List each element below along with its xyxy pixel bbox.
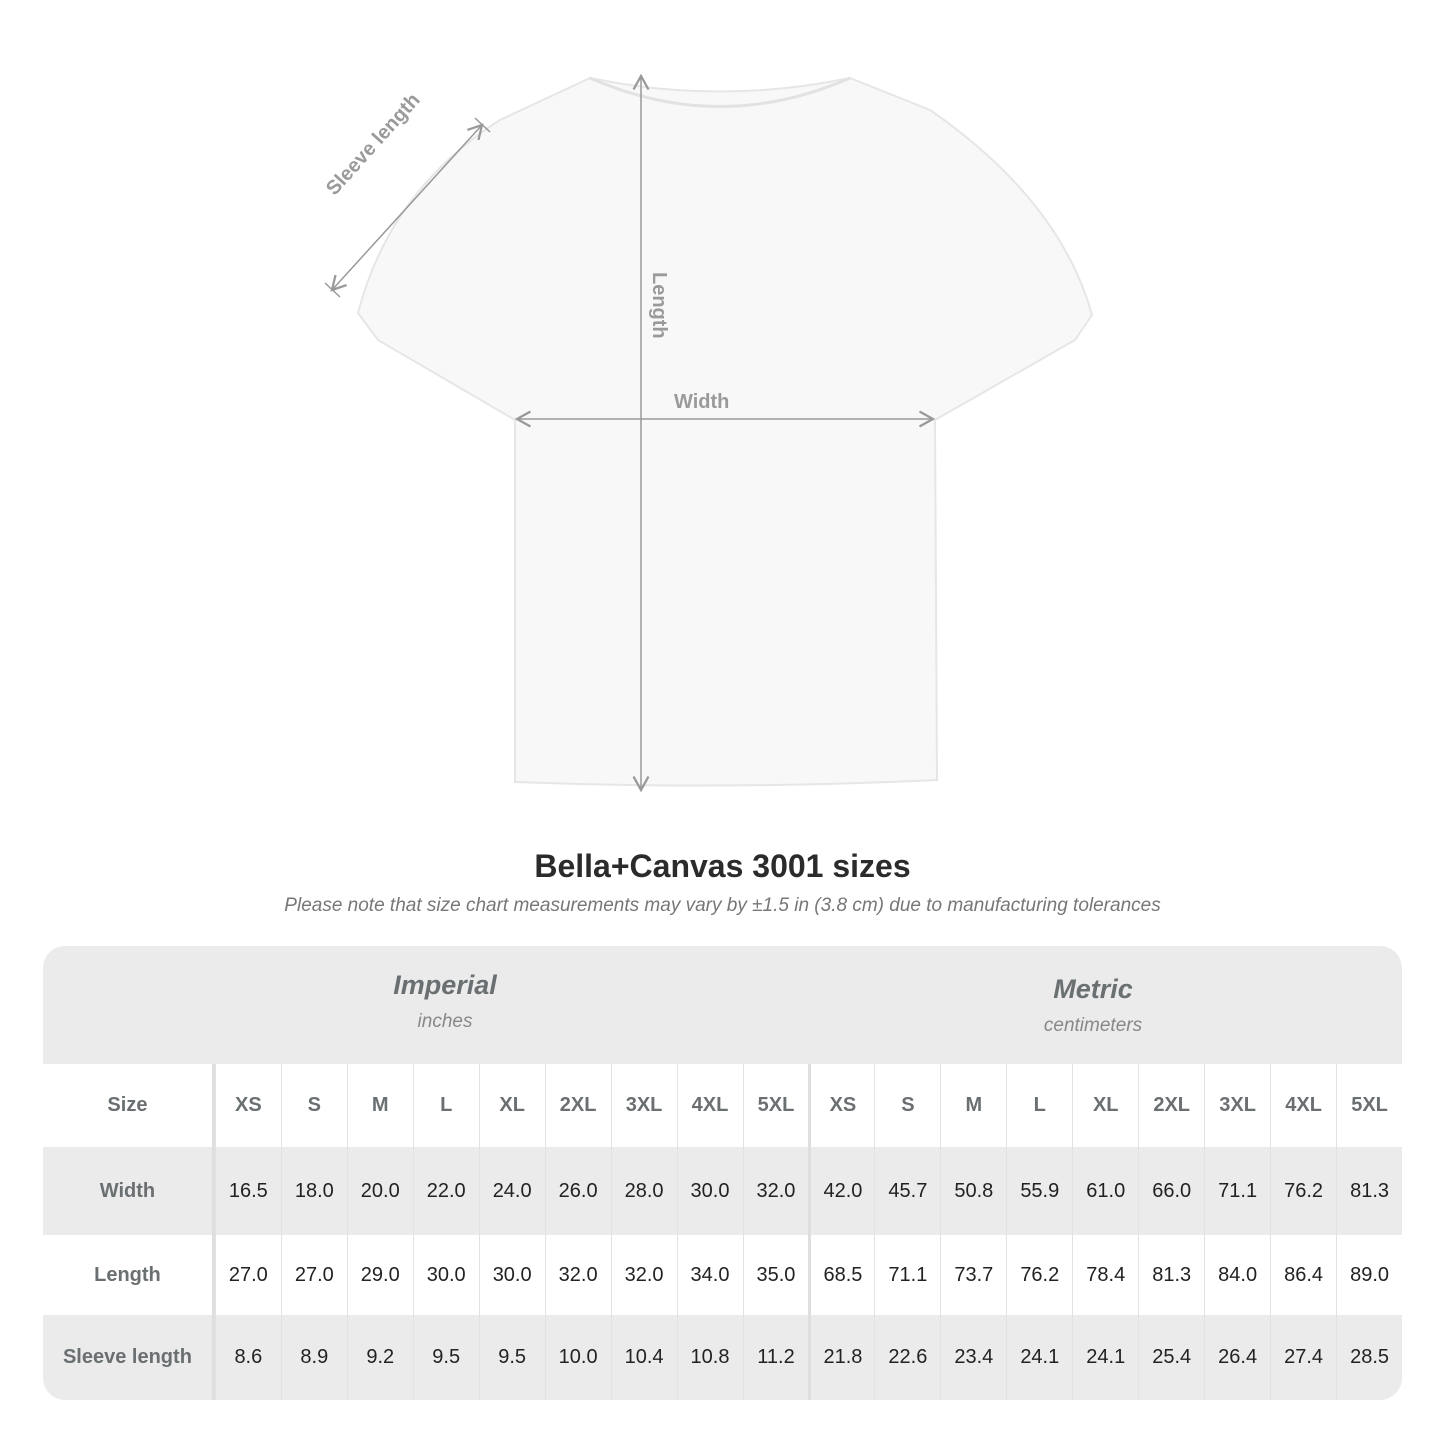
table-row: Width 16.5 18.0 20.0 22.0 24.0 26.0 28.0 30.0 32.… bbox=[43, 1147, 1402, 1235]
imperial-value-cell: 26.0 bbox=[544, 1147, 611, 1235]
metric-value-cell: 71.1 bbox=[874, 1235, 940, 1315]
imperial-size-header: 3XL bbox=[610, 1064, 677, 1147]
tshirt-shape bbox=[356, 76, 1094, 787]
metric-value-cell: 61.0 bbox=[1072, 1147, 1138, 1235]
imperial-value-cell: 34.0 bbox=[676, 1235, 743, 1315]
table-row: Sleeve length 8.6 8.9 9.2 9.5 9.5 10.0 10.4 10.8… bbox=[43, 1315, 1402, 1400]
imperial-value-cell: 32.0 bbox=[544, 1235, 611, 1315]
imperial-size-header: L bbox=[412, 1064, 479, 1147]
metric-size-header: S bbox=[874, 1064, 940, 1147]
row-label: Sleeve length bbox=[43, 1315, 215, 1400]
imperial-value-cell: 20.0 bbox=[346, 1147, 413, 1235]
page-title: Bella+Canvas 3001 sizes bbox=[534, 848, 911, 884]
metric-value-cell: 25.4 bbox=[1138, 1315, 1204, 1400]
metric-value-cell: 26.4 bbox=[1204, 1315, 1270, 1400]
metric-value-cell: 50.8 bbox=[940, 1147, 1006, 1235]
imperial-size-header: XS bbox=[214, 1064, 281, 1147]
imperial-value-cell: 18.0 bbox=[280, 1147, 347, 1235]
imperial-size-header: 5XL bbox=[742, 1064, 809, 1147]
metric-size-header: 2XL bbox=[1138, 1064, 1204, 1147]
size-header-row: Size XS S M L XL 2XL 3XL 4XL 5XL XS S M L XL 2XL 3XL 4XL 5… bbox=[43, 1064, 1402, 1147]
size-table: Imperial inches Metric centimeters Size X… bbox=[43, 946, 1402, 1400]
imperial-value-cell: 30.0 bbox=[412, 1235, 479, 1315]
imperial-size-header: 2XL bbox=[544, 1064, 611, 1147]
imperial-value-cell: 30.0 bbox=[676, 1147, 743, 1235]
imperial-value-cell: 8.9 bbox=[280, 1315, 347, 1400]
imperial-value-cell: 10.0 bbox=[544, 1315, 611, 1400]
metric-value-cell: 76.2 bbox=[1270, 1147, 1336, 1235]
imperial-unit: inches bbox=[417, 1011, 473, 1032]
imperial-value-cell: 29.0 bbox=[346, 1235, 413, 1315]
imperial-value-cell: 9.5 bbox=[478, 1315, 545, 1400]
metric-value-cell: 42.0 bbox=[808, 1147, 874, 1235]
tshirt-illustration bbox=[324, 73, 1094, 793]
length-label: Length bbox=[648, 272, 670, 339]
metric-value-cell: 86.4 bbox=[1270, 1235, 1336, 1315]
imperial-value-cell: 35.0 bbox=[742, 1235, 809, 1315]
imperial-value-cell: 22.0 bbox=[412, 1147, 479, 1235]
metric-size-header: M bbox=[940, 1064, 1006, 1147]
metric-value-cell: 81.3 bbox=[1336, 1147, 1402, 1235]
metric-size-header: XS bbox=[808, 1064, 874, 1147]
imperial-value-cell: 32.0 bbox=[742, 1147, 809, 1235]
imperial-size-header: S bbox=[280, 1064, 347, 1147]
metric-value-cell: 55.9 bbox=[1006, 1147, 1072, 1235]
imperial-value-cell: 9.2 bbox=[346, 1315, 413, 1400]
imperial-size-header: 4XL bbox=[676, 1064, 743, 1147]
imperial-value-cell: 30.0 bbox=[478, 1235, 545, 1315]
metric-size-header: 4XL bbox=[1270, 1064, 1336, 1147]
metric-value-cell: 81.3 bbox=[1138, 1235, 1204, 1315]
metric-value-cell: 71.1 bbox=[1204, 1147, 1270, 1235]
metric-unit: centimeters bbox=[1043, 1015, 1143, 1036]
metric-value-cell: 66.0 bbox=[1138, 1147, 1204, 1235]
imperial-value-cell: 27.0 bbox=[214, 1235, 281, 1315]
metric-size-header: L bbox=[1006, 1064, 1072, 1147]
metric-size-header: 5XL bbox=[1336, 1064, 1402, 1147]
metric-size-header: 3XL bbox=[1204, 1064, 1270, 1147]
metric-value-cell: 89.0 bbox=[1336, 1235, 1402, 1315]
width-label: Width bbox=[674, 391, 730, 413]
imperial-value-cell: 27.0 bbox=[280, 1235, 347, 1315]
imperial-value-cell: 11.2 bbox=[742, 1315, 809, 1400]
metric-header: Metric centimeters bbox=[863, 974, 1323, 1092]
metric-value-cell: 27.4 bbox=[1270, 1315, 1336, 1400]
imperial-value-cell: 32.0 bbox=[610, 1235, 677, 1315]
imperial-value-cell: 10.8 bbox=[676, 1315, 743, 1400]
metric-value-cell: 73.7 bbox=[940, 1235, 1006, 1315]
imperial-value-cell: 8.6 bbox=[214, 1315, 281, 1400]
imperial-size-header: XL bbox=[478, 1064, 545, 1147]
metric-value-cell: 24.1 bbox=[1072, 1315, 1138, 1400]
metric-value-cell: 68.5 bbox=[808, 1235, 874, 1315]
row-label: Width bbox=[43, 1147, 215, 1235]
metric-value-cell: 78.4 bbox=[1072, 1235, 1138, 1315]
metric-value-cell: 76.2 bbox=[1006, 1235, 1072, 1315]
metric-value-cell: 23.4 bbox=[940, 1315, 1006, 1400]
table-row: Length 27.0 27.0 29.0 30.0 30.0 32.0 32.0 34.0 35… bbox=[43, 1235, 1402, 1315]
row-label: Length bbox=[43, 1235, 215, 1315]
imperial-title: Imperial bbox=[393, 970, 497, 1000]
metric-title: Metric bbox=[1053, 974, 1133, 1004]
metric-value-cell: 84.0 bbox=[1204, 1235, 1270, 1315]
metric-value-cell: 24.1 bbox=[1006, 1315, 1072, 1400]
metric-value-cell: 21.8 bbox=[808, 1315, 874, 1400]
imperial-value-cell: 10.4 bbox=[610, 1315, 677, 1400]
metric-size-header: XL bbox=[1072, 1064, 1138, 1147]
imperial-size-header: M bbox=[346, 1064, 413, 1147]
size-label: Size bbox=[43, 1064, 215, 1147]
imperial-value-cell: 16.5 bbox=[214, 1147, 281, 1235]
imperial-value-cell: 24.0 bbox=[478, 1147, 545, 1235]
metric-value-cell: 28.5 bbox=[1336, 1315, 1402, 1400]
tolerance-note: Please note that size chart measurements… bbox=[284, 895, 1161, 916]
imperial-value-cell: 28.0 bbox=[610, 1147, 677, 1235]
imperial-header: Imperial inches bbox=[215, 970, 675, 1088]
metric-value-cell: 45.7 bbox=[874, 1147, 940, 1235]
metric-value-cell: 22.6 bbox=[874, 1315, 940, 1400]
imperial-value-cell: 9.5 bbox=[412, 1315, 479, 1400]
sleeve-arrow bbox=[330, 123, 484, 292]
